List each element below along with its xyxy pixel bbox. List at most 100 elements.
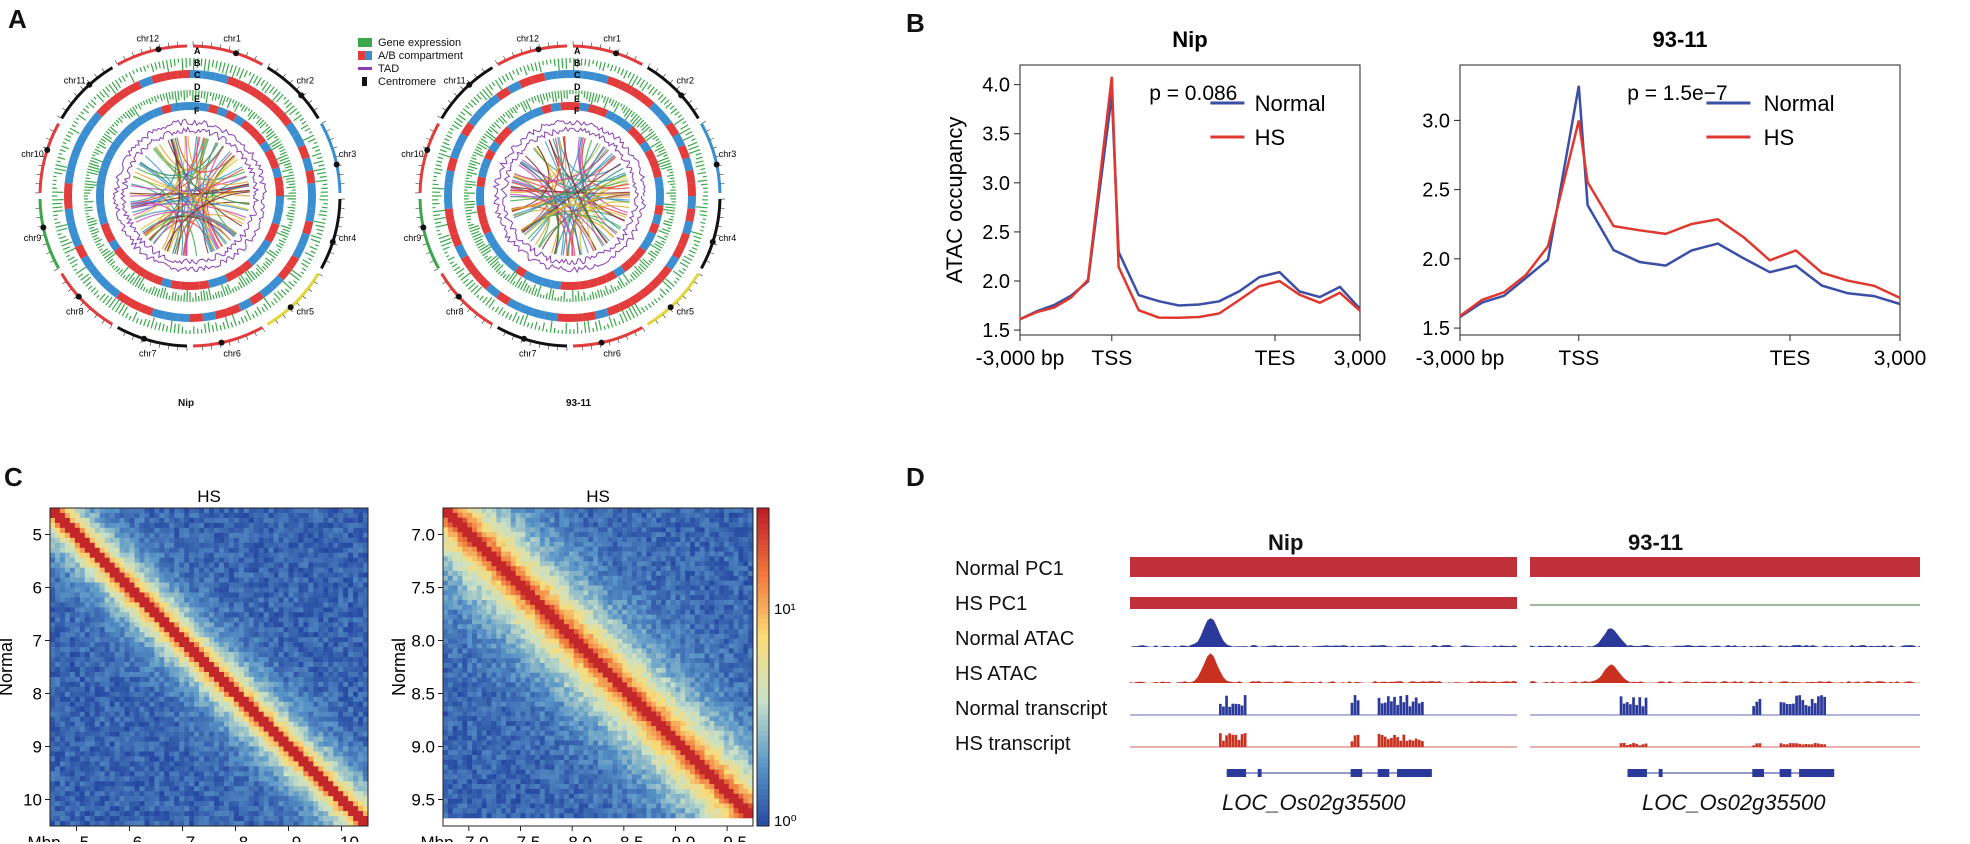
heatmap-cell	[253, 617, 259, 623]
heatmap-cell	[149, 667, 155, 673]
expression-bar	[65, 254, 70, 258]
compartment-segment	[604, 270, 617, 282]
heatmap-cell	[308, 701, 314, 708]
heatmap-cell	[149, 552, 155, 558]
scale-tick	[339, 173, 344, 176]
heatmap-cell	[69, 622, 76, 628]
expression-bar	[84, 209, 93, 212]
expression-bar	[520, 101, 527, 113]
expression-bar	[487, 255, 498, 264]
interaction-link	[512, 176, 560, 255]
heatmap-cell	[253, 532, 259, 539]
heatmap-cell	[184, 562, 190, 568]
heatmap-cell	[164, 657, 170, 663]
chromosome-arc	[266, 66, 320, 120]
scale-tick	[314, 281, 318, 285]
heatmap-cell	[323, 557, 329, 563]
heatmap-cell	[164, 642, 170, 648]
heatmap-cell	[308, 632, 314, 638]
heatmap-cell	[238, 562, 245, 568]
heatmap-cell	[129, 587, 135, 593]
heatmap-cell	[59, 547, 66, 554]
heatmap-cell	[154, 766, 160, 772]
expression-bar	[56, 227, 68, 232]
heatmap-cell	[199, 632, 205, 638]
compartment-segment	[202, 311, 217, 322]
heatmap-cell	[154, 627, 160, 633]
heatmap-cell	[89, 667, 96, 673]
ring-label: F	[574, 106, 580, 116]
compartment-segment	[98, 166, 109, 179]
chromosome-arc	[418, 198, 440, 270]
heatmap-cell	[84, 527, 91, 534]
interaction-link	[510, 143, 601, 194]
heatmap-cell	[94, 552, 100, 558]
heatmap-cell	[303, 701, 309, 708]
heatmap-cell	[238, 557, 245, 563]
heatmap-cell	[94, 642, 100, 648]
heatmap-cell	[233, 508, 240, 514]
heatmap-cell	[134, 721, 140, 727]
heatmap-cell	[174, 741, 180, 747]
heatmap-cell	[194, 627, 200, 633]
expression-bar	[601, 95, 604, 99]
heatmap-cell	[104, 612, 110, 618]
heatmap-cell	[343, 552, 349, 558]
expression-bar	[681, 258, 691, 265]
heatmap-cell	[144, 736, 150, 742]
heatmap-cell	[298, 602, 304, 608]
heatmap-cell	[293, 567, 299, 573]
heatmap-cell	[308, 746, 314, 752]
heatmap-cell	[74, 686, 81, 693]
heatmap-cell	[263, 617, 269, 623]
expression-bar	[226, 98, 232, 109]
heatmap-cell	[243, 676, 250, 683]
heatmap-cell	[293, 522, 299, 529]
heatmap-cell	[204, 607, 210, 613]
expression-bar	[318, 164, 325, 167]
heatmap-cell	[54, 642, 61, 648]
heatmap-cell	[333, 691, 339, 698]
heatmap-cell	[258, 562, 264, 568]
compartment-segment	[224, 110, 237, 122]
heatmap-cell	[54, 756, 61, 762]
heatmap-cell	[328, 662, 334, 668]
heatmap-cell	[238, 711, 245, 717]
heatmap-cell	[223, 612, 230, 618]
heatmap-cell	[263, 681, 269, 688]
expression-bar	[663, 154, 668, 158]
expression-bar	[238, 281, 243, 289]
scale-tick	[437, 115, 441, 119]
expression-bar	[315, 224, 325, 228]
heatmap-cell	[194, 532, 200, 539]
expression-bar	[252, 113, 258, 120]
heatmap-cell	[179, 662, 185, 668]
heatmap-cell	[233, 617, 240, 623]
compartment-segment	[163, 70, 178, 81]
heatmap-cell	[228, 676, 235, 683]
heatmap-cell	[144, 592, 150, 598]
heatmap-cell	[238, 701, 245, 708]
expression-bar	[95, 146, 100, 149]
expression-bar	[497, 117, 505, 125]
heatmap-cell	[99, 517, 105, 524]
heatmap-cell	[189, 647, 195, 653]
heatmap-cell	[99, 706, 105, 713]
expression-bar	[180, 295, 183, 302]
heatmap-cell	[338, 557, 344, 563]
y-axis-label: ATAC occupancy	[942, 117, 967, 284]
heatmap-cell	[243, 597, 250, 603]
heatmap-cell	[268, 508, 274, 514]
heatmap-cell	[134, 552, 140, 558]
heatmap-cell	[228, 657, 235, 663]
expression-bar	[84, 186, 95, 189]
heatmap-cell	[353, 716, 359, 722]
heatmap-cell	[159, 681, 165, 688]
heatmap-cell	[119, 542, 125, 549]
heatmap-cell	[243, 741, 250, 747]
heatmap-cell	[233, 597, 240, 603]
heatmap-cell	[154, 711, 160, 717]
expression-bar	[283, 174, 295, 178]
heatmap-cell	[323, 587, 329, 593]
centromere-marker	[678, 92, 685, 99]
